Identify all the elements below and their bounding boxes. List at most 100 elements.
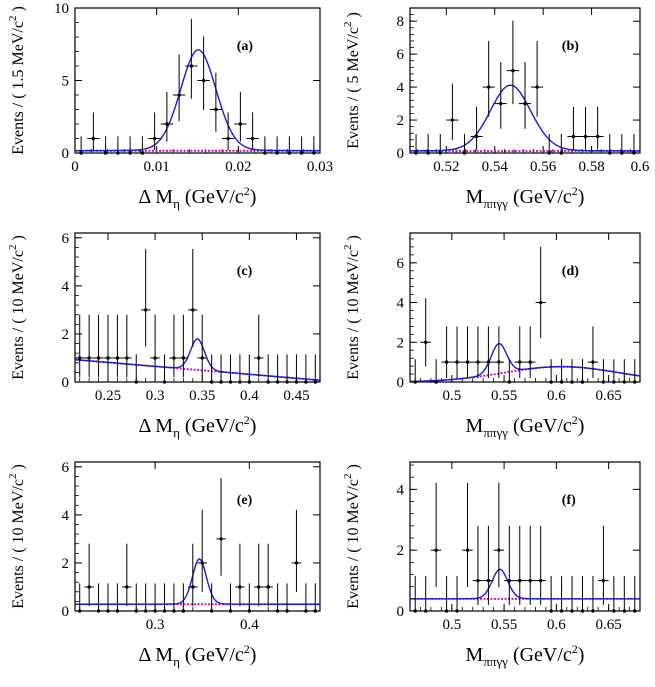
data-point [172, 356, 176, 360]
x-tick-label: 0.4 [240, 388, 259, 404]
data-point [507, 578, 512, 583]
data-point [549, 380, 553, 384]
data-point [434, 548, 438, 552]
data-point [528, 578, 532, 583]
x-tick-label: 0.45 [283, 388, 309, 404]
y-axis-title: Events / ( 10 MeV/c2 ) [342, 235, 362, 380]
data-point [152, 136, 157, 141]
data-point [275, 380, 280, 384]
x-tick-label: 0.5 [442, 388, 461, 404]
x-axis-title: Mππγγ (GeV/c2) [466, 642, 585, 669]
data-point [612, 609, 616, 613]
data-point [455, 360, 459, 364]
data-point [263, 151, 267, 155]
x-tick-label: 0.65 [596, 617, 622, 633]
data-point [115, 609, 120, 613]
x-tick-label: 0.03 [307, 159, 333, 175]
data-point [465, 360, 470, 364]
data-point [287, 151, 292, 155]
data-point [426, 151, 430, 155]
panel-label: (b) [562, 39, 579, 54]
x-tick-label: 0.6 [631, 159, 650, 175]
data-point [549, 609, 553, 613]
y-tick-label: 0 [62, 146, 70, 162]
panel-e: 0.3 0.4 0 2 4 6 (e) Δ Mη (GeV/c2) Events / ( 10 … [7, 460, 321, 669]
data-point [486, 85, 491, 89]
data-point [153, 609, 157, 613]
data-point [181, 609, 186, 613]
panel-c: 0.25 0.3 0.35 0.4 0.45 0 2 4 6 (c) Δ Mη (GeV/c2) Ev… [7, 231, 321, 440]
y-axis-title: Events / ( 10 MeV/c2 ) [342, 464, 362, 609]
y-tick-label: 4 [397, 296, 405, 312]
x-tick-label: 0.6 [547, 388, 566, 404]
data-point [547, 151, 551, 155]
data-point [465, 548, 470, 552]
data-point [275, 609, 280, 613]
data-point [559, 151, 564, 155]
data-point [476, 578, 480, 583]
y-tick-label: 4 [62, 279, 70, 295]
panel-a: 0 0.01 0.02 0.03 0 5 10 (a) Δ Mη (GeV/c2) Events … [7, 1, 333, 211]
y-tick-label: 4 [397, 482, 405, 498]
x-tick-label: 0.4 [240, 617, 259, 633]
data-point [285, 380, 289, 384]
data-point [528, 360, 532, 364]
data-point [571, 134, 576, 139]
data-point [165, 122, 169, 126]
data-point [79, 151, 83, 155]
panel-b: 0.52 0.54 0.56 0.58 0.6 0 2 4 6 8 (b) Mππγγ (GeV/c2… [342, 7, 650, 211]
x-tick-label: 0.54 [482, 159, 509, 175]
data-point [632, 151, 636, 155]
data-point [559, 609, 564, 613]
data-point [116, 151, 120, 155]
data-point [474, 134, 479, 139]
data-point [172, 609, 176, 613]
data-point [413, 380, 417, 384]
data-point [633, 380, 637, 384]
data-point [601, 380, 606, 384]
panel-f: 0.5 0.55 0.6 0.65 0 2 4 (f) Mππγγ (GeV/c2) Events… [342, 461, 641, 669]
data-point [423, 609, 428, 613]
panel-d: 0.5 0.55 0.6 0.65 0 2 4 6 (d) Mππγγ (GeV/c2) Event… [342, 232, 641, 440]
y-tick-label: 6 [62, 460, 70, 476]
data-point [238, 380, 242, 384]
data-point [570, 380, 574, 384]
data-point [143, 609, 148, 613]
data-point [622, 380, 627, 384]
data-point [247, 380, 252, 384]
data-point [125, 356, 129, 360]
x-tick-label: 0.3 [146, 617, 165, 633]
plot-frame [74, 461, 321, 612]
data-point [612, 380, 616, 384]
data-point [313, 380, 317, 384]
data-point [312, 151, 316, 155]
data-point [580, 609, 585, 613]
panel-label: (f) [562, 493, 576, 508]
y-tick-label: 4 [397, 80, 405, 96]
data-point [209, 380, 214, 384]
data-point [181, 356, 186, 360]
x-tick-label: 0.55 [491, 617, 517, 633]
data-point [257, 585, 261, 589]
data-point [106, 356, 110, 360]
y-tick-label: 0 [62, 604, 70, 620]
data-point [486, 360, 491, 364]
data-point [228, 380, 233, 384]
y-tick-label: 6 [62, 231, 70, 247]
y-tick-label: 6 [397, 47, 405, 63]
y-tick-label: 8 [397, 14, 405, 30]
data-point [313, 609, 317, 613]
fit-curve [410, 568, 640, 600]
data-point [266, 585, 270, 589]
data-point [226, 136, 230, 141]
y-tick-label: 0 [397, 375, 405, 391]
data-point [125, 585, 129, 589]
data-point [140, 151, 145, 155]
x-tick-label: 0.52 [433, 159, 459, 175]
data-point [78, 356, 82, 360]
data-point [106, 609, 110, 613]
data-point [622, 609, 627, 613]
data-point [134, 609, 138, 613]
data-point [266, 380, 270, 384]
y-tick-label: 2 [62, 327, 70, 343]
